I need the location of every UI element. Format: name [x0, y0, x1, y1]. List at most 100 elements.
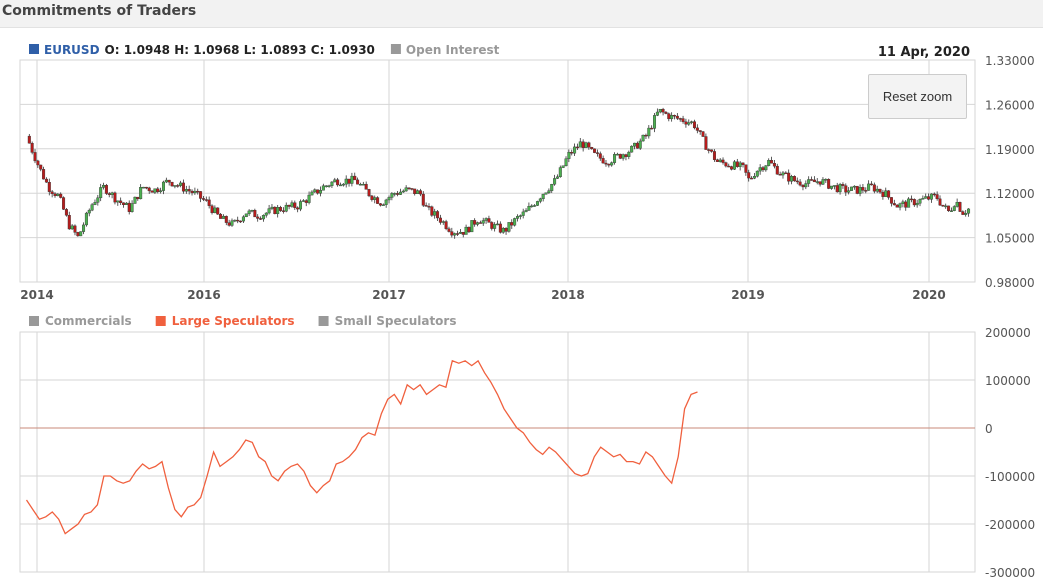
candle	[353, 175, 357, 181]
candle	[778, 174, 782, 176]
candle	[316, 189, 320, 194]
candle	[678, 118, 682, 120]
candle	[456, 233, 460, 235]
candle	[498, 223, 502, 233]
cot-legend-marker	[155, 316, 166, 326]
candle	[704, 136, 708, 150]
candle	[949, 210, 953, 212]
candle	[304, 200, 308, 203]
candle	[944, 205, 948, 208]
candle	[595, 152, 599, 154]
candle	[884, 190, 888, 197]
candle	[110, 192, 114, 195]
candle	[624, 154, 628, 157]
candle	[341, 183, 345, 186]
candle	[672, 114, 676, 117]
candle	[310, 191, 314, 196]
candle	[798, 181, 802, 186]
candle	[204, 199, 208, 201]
candle	[142, 186, 146, 189]
candle	[161, 181, 165, 191]
candle	[804, 183, 808, 188]
candle	[830, 185, 834, 189]
candle	[413, 188, 417, 195]
price-plot-area	[19, 59, 976, 283]
candle	[244, 213, 248, 218]
candle	[667, 113, 671, 120]
price-y-tick-label: 1.33000	[985, 54, 1035, 68]
candle	[127, 202, 131, 212]
candle	[872, 184, 876, 192]
candle	[941, 204, 945, 207]
candle	[507, 222, 511, 232]
candle	[490, 222, 494, 229]
candle	[561, 165, 565, 168]
ohlc-readout: O: 1.0948 H: 1.0968 L: 1.0893 C: 1.0930	[105, 43, 375, 57]
candle	[30, 143, 34, 153]
candle	[493, 224, 497, 229]
candle	[535, 201, 539, 206]
candle	[227, 222, 231, 226]
candle	[261, 215, 265, 220]
candle	[738, 162, 742, 167]
candle	[510, 222, 514, 226]
candle	[955, 202, 959, 207]
candle	[256, 216, 260, 219]
candle	[815, 181, 819, 183]
candle	[504, 228, 508, 232]
candle	[184, 189, 188, 192]
candle	[852, 185, 856, 188]
cot-panel	[19, 331, 976, 573]
cot-y-tick-label: 0	[985, 422, 993, 436]
reset-zoom-button[interactable]: Reset zoom	[868, 74, 967, 119]
candle	[42, 169, 46, 180]
candle	[538, 198, 542, 202]
open-interest-legend-marker	[390, 44, 401, 54]
candle	[521, 211, 525, 216]
cot-plot-area	[19, 331, 976, 573]
candle	[376, 197, 380, 204]
candle	[818, 181, 822, 185]
candle	[136, 196, 140, 200]
candle	[912, 199, 916, 206]
cot-legend-label[interactable]: Small Speculators	[335, 314, 457, 328]
eurusd-legend-label[interactable]: EURUSD	[44, 43, 100, 57]
candle	[241, 216, 245, 222]
candle	[398, 191, 402, 195]
candle	[573, 146, 577, 154]
candle	[356, 179, 360, 185]
price-panel	[19, 59, 976, 283]
candle	[792, 176, 796, 182]
candle	[724, 162, 728, 167]
candle	[487, 218, 491, 223]
candle	[598, 153, 602, 159]
candle	[650, 127, 654, 130]
candle	[347, 178, 351, 184]
candle	[102, 184, 106, 188]
candle	[832, 185, 836, 187]
candle	[122, 202, 126, 205]
candle	[59, 193, 63, 198]
cot-legend-label[interactable]: Large Speculators	[172, 314, 295, 328]
candle	[461, 231, 465, 235]
candle	[795, 180, 799, 183]
candle	[935, 194, 939, 200]
candle	[655, 111, 659, 116]
candle	[684, 121, 688, 125]
candle	[932, 193, 936, 196]
candle	[681, 118, 685, 122]
open-interest-legend-label[interactable]: Open Interest	[406, 43, 500, 57]
candle	[812, 179, 816, 183]
candle	[93, 202, 97, 205]
cot-legend-label[interactable]: Commercials	[45, 314, 132, 328]
candle	[889, 197, 893, 204]
candle	[587, 142, 591, 148]
candle	[50, 191, 54, 194]
candle	[892, 203, 896, 206]
candle	[450, 231, 454, 236]
candle	[299, 201, 303, 210]
candle	[875, 188, 879, 192]
candle	[338, 184, 342, 187]
candle	[259, 218, 263, 220]
